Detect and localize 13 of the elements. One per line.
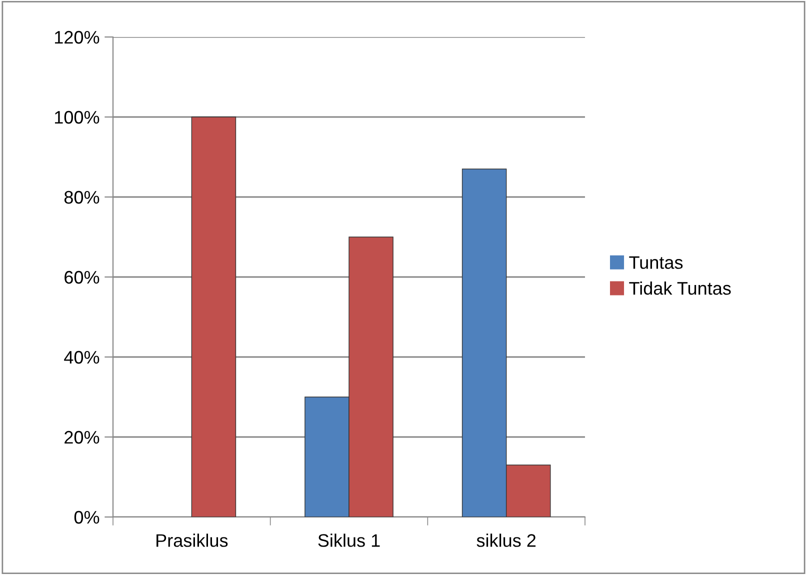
- y-tick-label: 60%: [64, 270, 100, 284]
- y-tick-label: 40%: [64, 350, 100, 364]
- x-tick-label: siklus 2: [476, 534, 536, 547]
- y-tick-label: 100%: [55, 110, 100, 124]
- y-tick-label: 120%: [55, 30, 100, 44]
- legend-label: Tuntas: [629, 256, 683, 269]
- bar: [191, 116, 236, 517]
- x-tick-label: Prasiklus: [156, 534, 228, 547]
- y-tick-label: 0%: [74, 510, 100, 524]
- y-tick-label: 20%: [64, 430, 100, 444]
- y-tick-label: 80%: [64, 190, 100, 204]
- legend-label: Tidak Tuntas: [629, 282, 731, 295]
- x-tick-label: Siklus 1: [318, 534, 380, 547]
